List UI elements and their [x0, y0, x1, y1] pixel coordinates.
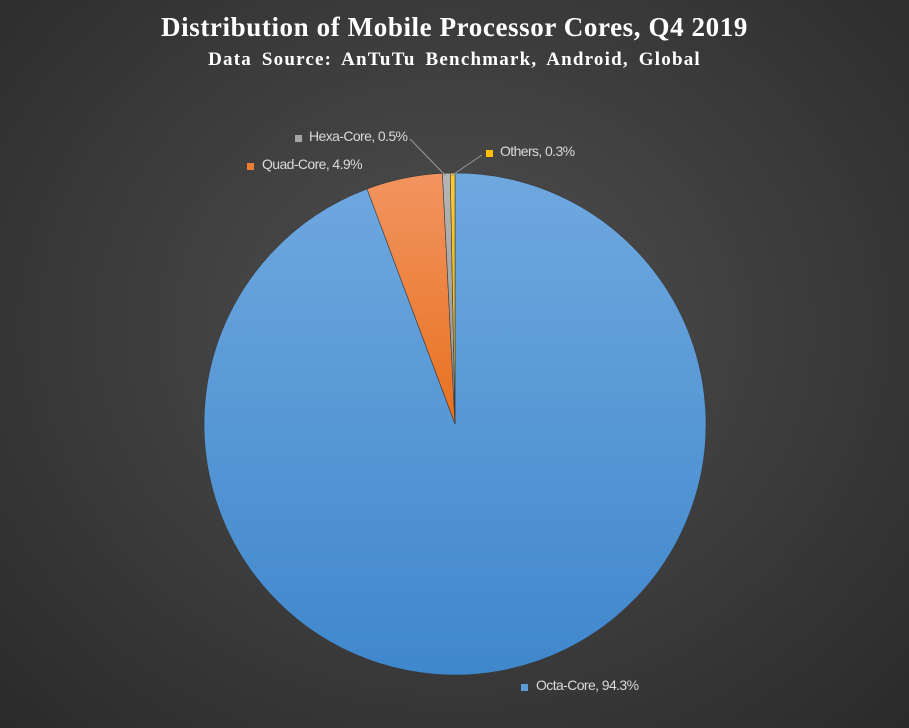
leader-line-hexa-core — [409, 138, 447, 177]
legend-key-others — [486, 150, 493, 157]
data-label-octa-core: Octa-Core, 94.3% — [536, 677, 639, 693]
chart-subtitle: Data Source: AnTuTu Benchmark, Android, … — [208, 49, 701, 70]
legend-key-quad-core — [247, 163, 254, 170]
legend-key-octa-core — [521, 684, 528, 691]
legend-key-hexa-core — [295, 135, 302, 142]
data-label-quad-core: Quad-Core, 4.9% — [262, 156, 362, 172]
data-label-others: Others, 0.3% — [500, 143, 575, 159]
data-label-hexa-core: Hexa-Core, 0.5% — [309, 128, 408, 144]
chart-title: Distribution of Mobile Processor Cores, … — [161, 12, 748, 42]
leader-line-others — [450, 154, 483, 177]
